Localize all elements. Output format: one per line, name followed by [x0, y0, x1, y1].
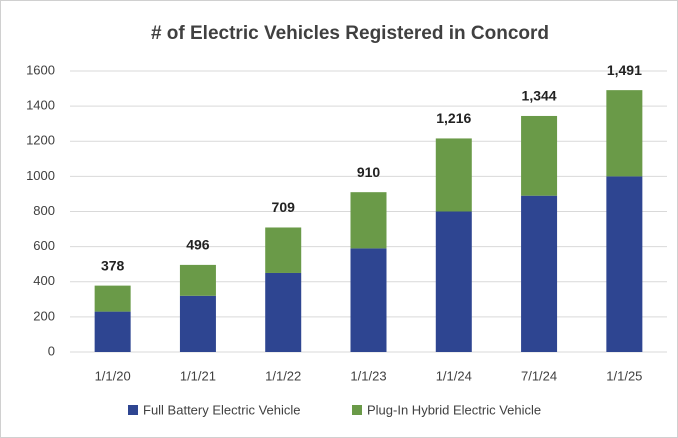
- bar-segment: [265, 227, 302, 273]
- bar-segment: [350, 248, 387, 352]
- y-tick-label: 800: [33, 203, 55, 218]
- y-tick-label: 1400: [26, 98, 55, 113]
- bar-segment: [179, 264, 216, 296]
- chart-title: # of Electric Vehicles Registered in Con…: [151, 23, 549, 44]
- legend-label: Full Battery Electric Vehicle: [143, 402, 301, 417]
- x-tick-label: 1/1/23: [350, 368, 386, 383]
- legend-swatch: [352, 405, 362, 415]
- x-tick-label: 1/1/21: [180, 368, 216, 383]
- total-label: 1,216: [436, 110, 471, 126]
- bar-segment: [606, 176, 643, 352]
- total-label: 378: [101, 257, 125, 273]
- y-tick-label: 1000: [26, 168, 55, 183]
- bar-segment: [606, 90, 643, 177]
- bar-segment: [435, 138, 472, 212]
- y-tick-label: 200: [33, 308, 55, 323]
- y-tick-label: 400: [33, 273, 55, 288]
- y-tick-label: 0: [48, 343, 55, 358]
- total-label: 1,491: [607, 62, 642, 78]
- bar-segment: [521, 115, 558, 196]
- legend-label: Plug-In Hybrid Electric Vehicle: [367, 402, 541, 417]
- y-tick-label: 600: [33, 238, 55, 253]
- x-tick-label: 1/1/22: [265, 368, 301, 383]
- bar-segment: [435, 211, 472, 352]
- bar-segment: [179, 295, 216, 352]
- y-tick-label: 1600: [26, 62, 55, 77]
- bar-segment: [521, 195, 558, 352]
- total-label: 910: [357, 164, 381, 180]
- y-tick-label: 1200: [26, 133, 55, 148]
- bar-segment: [94, 311, 131, 352]
- bar-segment: [350, 192, 387, 249]
- x-tick-label: 7/1/24: [521, 368, 557, 383]
- legend-swatch: [128, 405, 138, 415]
- bar-segment: [94, 285, 131, 312]
- total-label: 1,344: [522, 88, 557, 104]
- bar-segment: [265, 272, 302, 352]
- total-label: 709: [272, 199, 296, 215]
- x-tick-label: 1/1/20: [95, 368, 131, 383]
- x-tick-label: 1/1/24: [436, 368, 472, 383]
- x-tick-label: 1/1/25: [606, 368, 642, 383]
- total-label: 496: [186, 237, 210, 253]
